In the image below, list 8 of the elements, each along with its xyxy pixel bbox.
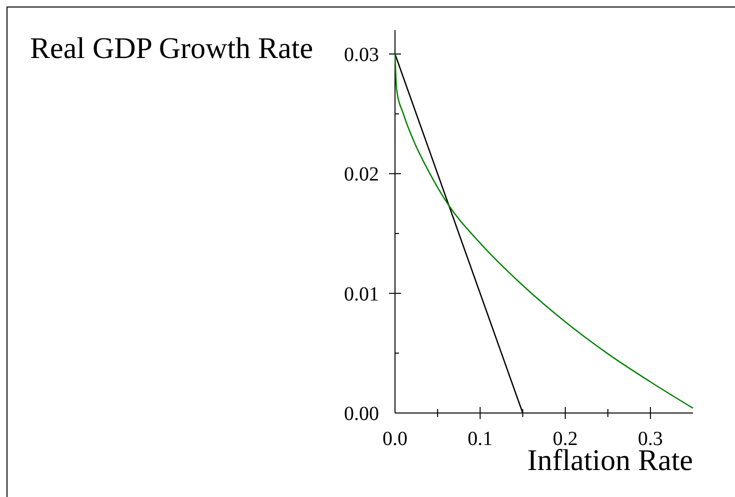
x-tick-label: 0.1 (468, 428, 493, 450)
y-tick-label: 0.01 (344, 283, 379, 306)
y-tick-label: 0.00 (344, 403, 379, 425)
line-series (394, 53, 694, 409)
x-tick-label: 0.0 (382, 428, 408, 450)
y-tick-label: 0.02 (344, 164, 379, 186)
y-tick-label: 0.03 (344, 44, 379, 66)
y-axis-title: Real GDP Growth Rate (30, 32, 314, 65)
